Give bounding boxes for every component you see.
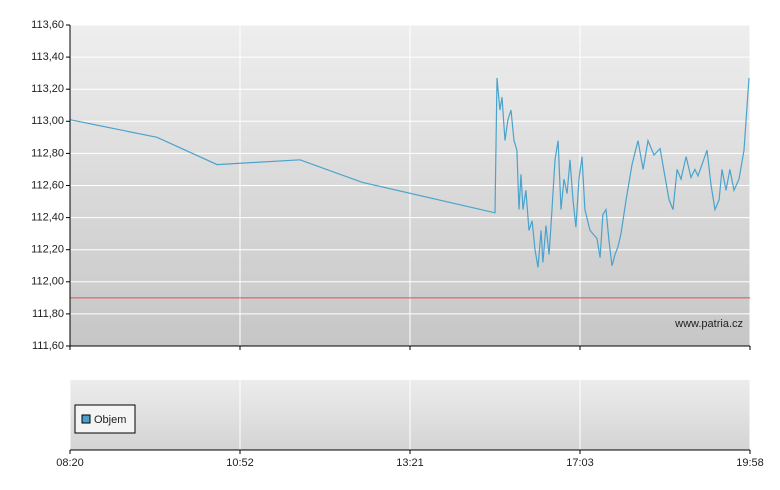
y-tick-label: 112,60 bbox=[31, 179, 64, 191]
y-tick-label: 113,20 bbox=[31, 83, 64, 95]
y-tick-label: 112,20 bbox=[31, 244, 64, 256]
y-tick-label: 113,60 bbox=[31, 19, 64, 31]
x-tick-label: 17:03 bbox=[566, 457, 594, 469]
x-tick-label: 10:52 bbox=[226, 457, 254, 469]
y-tick-label: 111,80 bbox=[32, 308, 64, 320]
legend-swatch bbox=[81, 414, 91, 424]
y-tick-label: 112,40 bbox=[31, 212, 64, 224]
price-line bbox=[69, 77, 750, 268]
x-tick-label: 13:21 bbox=[396, 457, 424, 469]
x-tick-label: 08:20 bbox=[56, 457, 84, 469]
y-tick-label: 113,00 bbox=[31, 115, 64, 127]
legend-label: Objem bbox=[94, 414, 126, 426]
y-tick-label: 112,00 bbox=[31, 276, 64, 288]
y-tick-label: 113,40 bbox=[31, 51, 64, 63]
y-tick-label: 111,60 bbox=[32, 340, 64, 352]
y-tick-label: 112,80 bbox=[31, 147, 64, 159]
watermark: www.patria.cz bbox=[674, 318, 743, 330]
x-tick-label: 19:58 bbox=[736, 457, 764, 469]
